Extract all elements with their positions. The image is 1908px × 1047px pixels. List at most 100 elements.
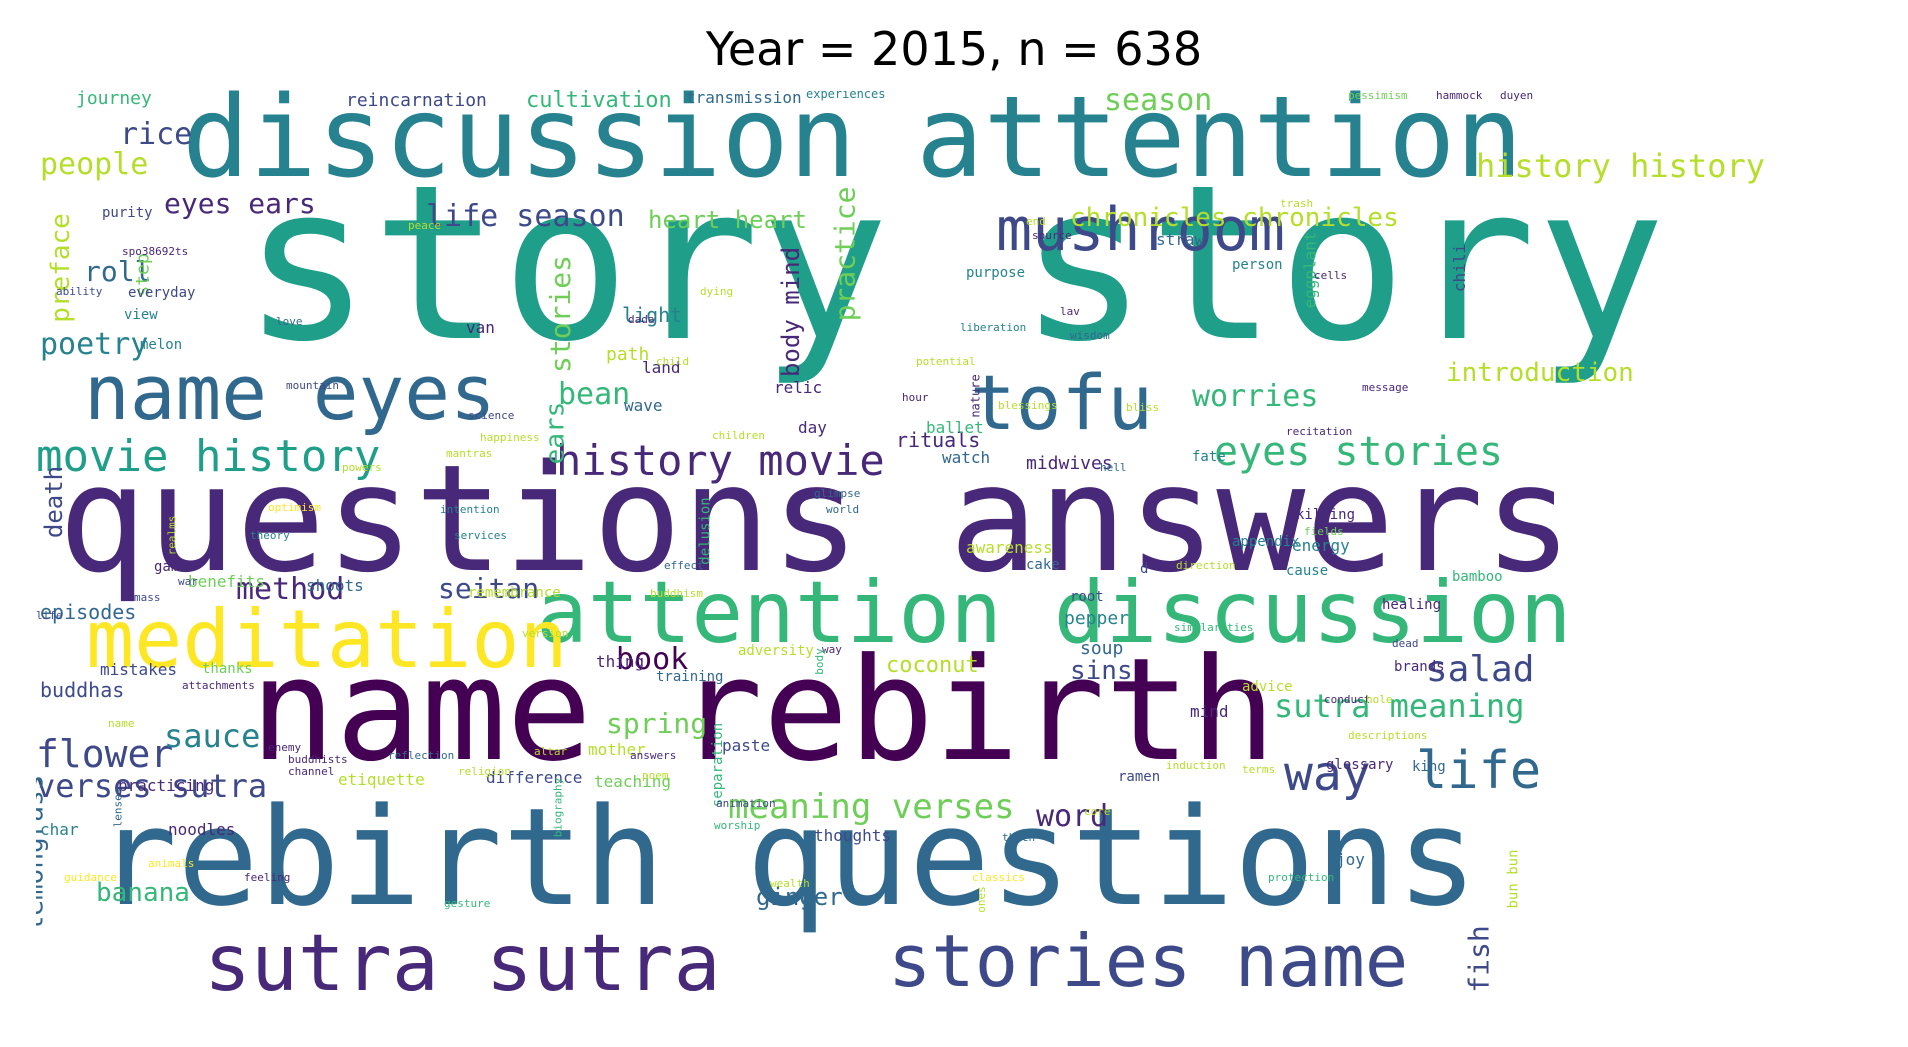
word: effect bbox=[664, 559, 704, 572]
word: way bbox=[1284, 746, 1371, 802]
word: religion bbox=[458, 765, 511, 778]
word: delusion bbox=[697, 497, 714, 565]
word: appendix bbox=[1232, 534, 1300, 550]
word: ginger bbox=[756, 883, 843, 911]
word: powers bbox=[342, 461, 382, 474]
word: attention discussion bbox=[536, 563, 1572, 663]
word: similarities bbox=[1174, 621, 1254, 634]
word: path bbox=[606, 344, 650, 365]
word: lemongrass bbox=[36, 774, 50, 932]
word: ones bbox=[974, 886, 988, 913]
word: ballet bbox=[926, 418, 984, 437]
word: happiness bbox=[480, 431, 540, 444]
word: message bbox=[1362, 381, 1409, 394]
chart-title: Year = 2015, n = 638 bbox=[705, 22, 1203, 76]
word: name eyes bbox=[84, 348, 496, 437]
word: soup bbox=[1080, 638, 1124, 659]
word: realms bbox=[165, 515, 179, 556]
word: practicing bbox=[118, 776, 215, 795]
word: bean bbox=[558, 377, 631, 412]
word: practice bbox=[828, 186, 862, 322]
word: rice bbox=[120, 117, 193, 152]
word: roll bbox=[84, 255, 152, 288]
word: life season bbox=[426, 199, 625, 234]
word: love bbox=[276, 315, 303, 328]
word: way bbox=[822, 643, 842, 656]
word: stories bbox=[544, 254, 578, 374]
word: blessings bbox=[998, 399, 1058, 412]
word: transmission bbox=[686, 90, 802, 107]
word: lav bbox=[1060, 305, 1080, 318]
word: descriptions bbox=[1348, 729, 1428, 742]
word: experiences bbox=[806, 90, 886, 101]
word: method bbox=[236, 572, 345, 607]
word: game bbox=[154, 559, 188, 575]
word: buddhism bbox=[650, 587, 703, 600]
word: altar bbox=[534, 745, 568, 758]
word: healing bbox=[1382, 597, 1442, 613]
word: benefits bbox=[188, 572, 266, 591]
word: body bbox=[812, 648, 826, 675]
word: nature bbox=[968, 374, 983, 418]
word: pepper bbox=[1064, 608, 1130, 629]
word: fish bbox=[1462, 925, 1496, 993]
word: bliss bbox=[1126, 401, 1160, 414]
word: spring bbox=[606, 707, 708, 740]
word: mantras bbox=[446, 447, 493, 460]
word: poetry bbox=[40, 327, 149, 362]
word: end bbox=[1026, 215, 1046, 228]
word: animation bbox=[716, 797, 776, 810]
word: liberation bbox=[960, 321, 1027, 334]
word: reflection bbox=[388, 749, 455, 762]
word: spo38692ts bbox=[122, 245, 189, 258]
word: van bbox=[466, 318, 495, 337]
word: enemy bbox=[268, 741, 302, 754]
word: version bbox=[522, 627, 569, 640]
word: lenses bbox=[111, 787, 125, 828]
word: purpose bbox=[966, 265, 1026, 281]
word: theory bbox=[250, 529, 290, 542]
word: heart heart bbox=[648, 206, 807, 234]
word: protection bbox=[1268, 871, 1335, 884]
word: flower bbox=[36, 732, 174, 776]
word: optimism bbox=[268, 501, 321, 514]
word: ears bbox=[540, 401, 571, 465]
word: everyday bbox=[128, 285, 196, 301]
word: world bbox=[826, 503, 860, 516]
word: child bbox=[656, 355, 690, 368]
word: source bbox=[1032, 229, 1072, 242]
word: thing bbox=[596, 652, 645, 671]
word: cells bbox=[1314, 269, 1348, 282]
word: book bbox=[616, 642, 689, 677]
word: movie history bbox=[36, 431, 381, 482]
word: guidance bbox=[64, 871, 117, 884]
word: intention bbox=[440, 503, 500, 516]
word: verses sutra bbox=[36, 767, 268, 805]
word: glossary bbox=[1326, 757, 1394, 773]
word: body mind bbox=[777, 246, 806, 378]
word: mother bbox=[588, 740, 646, 759]
word: mountain bbox=[286, 379, 339, 392]
word: name bbox=[108, 717, 135, 730]
word: char bbox=[40, 820, 79, 839]
word: seitan bbox=[438, 572, 540, 605]
word: word bbox=[1036, 799, 1109, 834]
word: season bbox=[1104, 90, 1213, 118]
word: mass bbox=[134, 591, 161, 604]
word: paste bbox=[722, 736, 771, 755]
word: fate bbox=[1192, 449, 1226, 465]
word: straw bbox=[1156, 230, 1205, 249]
word: discussion bbox=[182, 90, 857, 203]
word: land bbox=[642, 358, 681, 377]
word: noodles bbox=[168, 820, 236, 839]
word: conduct bbox=[1324, 693, 1371, 706]
word: cause bbox=[1286, 563, 1329, 579]
word: war bbox=[178, 575, 198, 588]
word: answers bbox=[630, 749, 677, 762]
word: advice bbox=[1242, 679, 1293, 695]
word: science bbox=[468, 409, 515, 422]
word: eyes ears bbox=[164, 187, 316, 220]
word: d bbox=[1140, 561, 1149, 577]
word: thanks bbox=[202, 661, 253, 677]
word: buddhists bbox=[288, 753, 348, 766]
